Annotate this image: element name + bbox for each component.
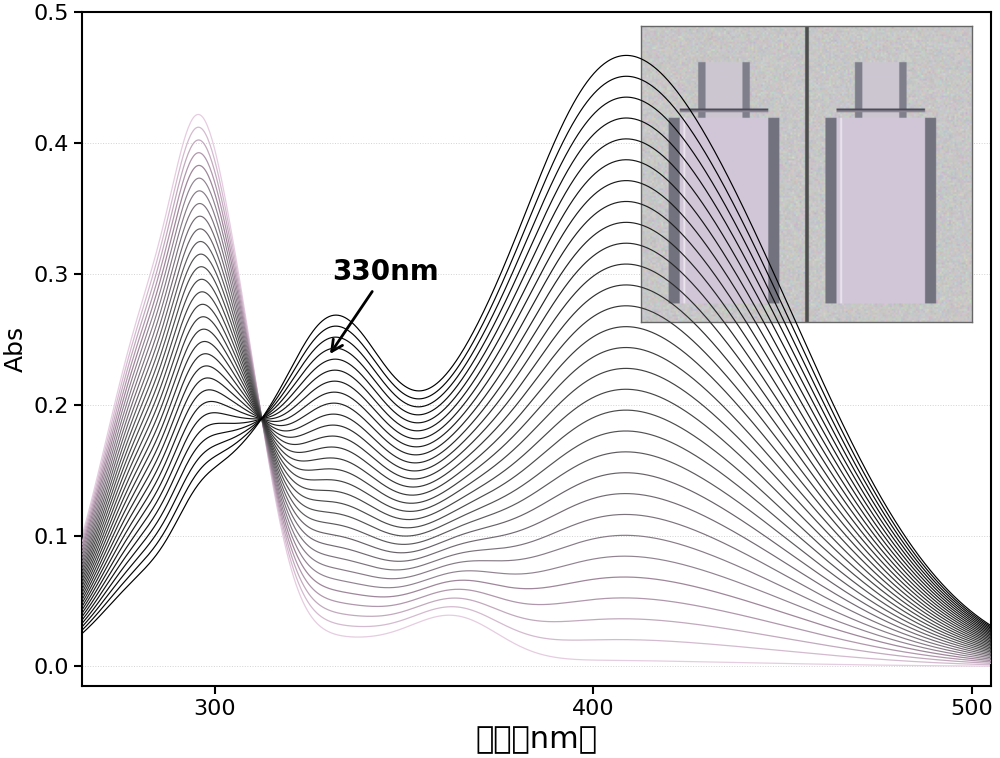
Text: 330nm: 330nm <box>332 258 439 352</box>
Text: 415nm: 415nm <box>654 49 817 197</box>
Y-axis label: Abs: Abs <box>4 326 28 372</box>
X-axis label: 波长（nm）: 波长（nm） <box>476 725 598 754</box>
